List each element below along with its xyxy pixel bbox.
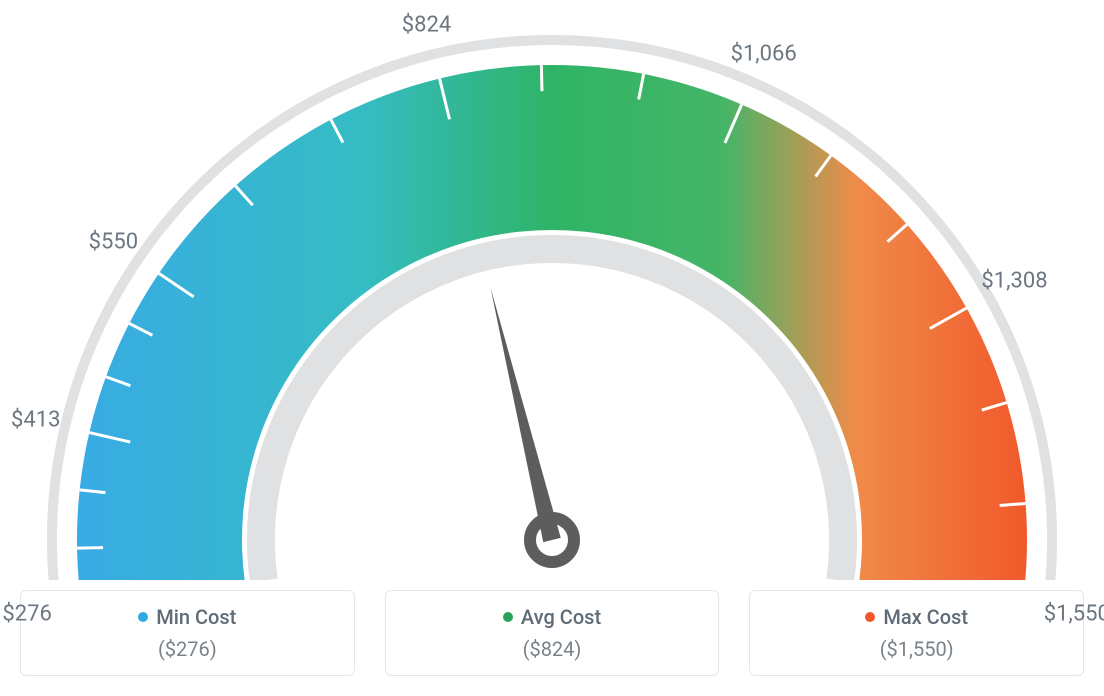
- legend-value-avg: ($824): [406, 637, 699, 661]
- gauge-tick-label: $276: [2, 601, 51, 626]
- legend-card-max: Max Cost ($1,550): [749, 590, 1084, 676]
- legend-title-min: Min Cost: [41, 605, 334, 629]
- legend-dot-min: [138, 612, 148, 622]
- legend-label-max: Max Cost: [883, 605, 968, 629]
- legend-label-min: Min Cost: [156, 605, 236, 629]
- legend-value-min: ($276): [41, 637, 334, 661]
- legend-card-min: Min Cost ($276): [20, 590, 355, 676]
- legend-dot-max: [865, 612, 875, 622]
- legend-dot-avg: [503, 612, 513, 622]
- gauge-tick-label: $1,550: [1044, 601, 1104, 626]
- legend-row: Min Cost ($276) Avg Cost ($824) Max Cost…: [20, 590, 1084, 676]
- gauge-tick-label: $1,066: [731, 42, 797, 67]
- legend-label-avg: Avg Cost: [521, 605, 601, 629]
- gauge-tick-label: $550: [89, 230, 138, 255]
- cost-gauge: $276$413$550$824$1,066$1,308$1,550: [20, 20, 1084, 580]
- legend-title-max: Max Cost: [770, 605, 1063, 629]
- gauge-tick-label: $413: [11, 408, 60, 433]
- legend-value-max: ($1,550): [770, 637, 1063, 661]
- legend-card-avg: Avg Cost ($824): [385, 590, 720, 676]
- gauge-tick-label: $824: [402, 13, 451, 38]
- legend-title-avg: Avg Cost: [406, 605, 699, 629]
- gauge-tick-label: $1,308: [981, 269, 1047, 294]
